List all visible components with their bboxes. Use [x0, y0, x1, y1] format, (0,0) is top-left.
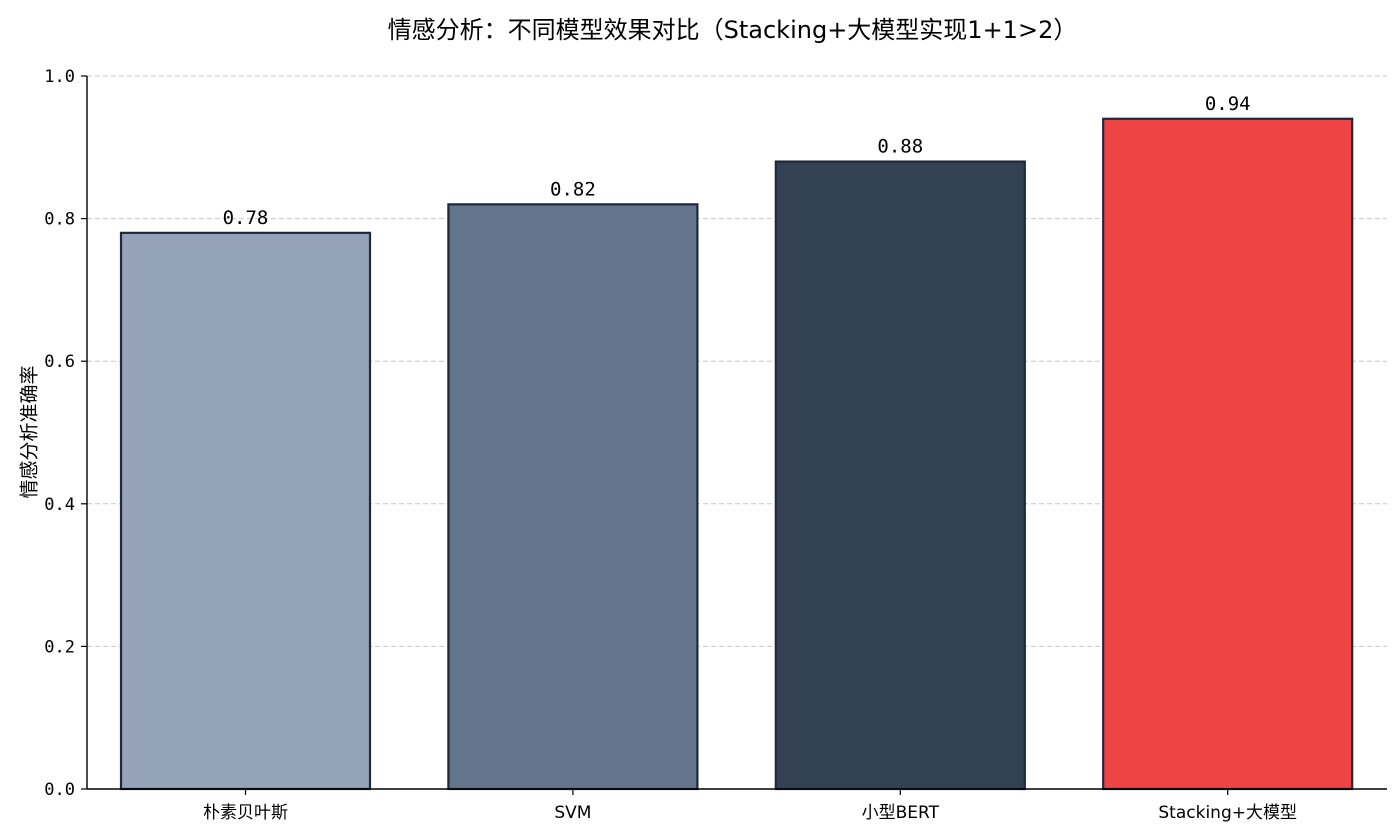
y-tick-label: 1.0	[44, 67, 75, 87]
bars: 0.78 0.82 0.88 0.94	[119, 93, 1354, 791]
chart-title: 情感分析：不同模型效果对比（Stacking+大模型实现1+1>2）	[387, 16, 1078, 44]
y-tick-label: 0.8	[44, 210, 75, 230]
x-tick-label: 小型BERT	[862, 803, 940, 823]
bar-4	[1102, 117, 1354, 791]
bar-value-label: 0.88	[877, 136, 923, 158]
y-tick-label: 0.2	[44, 637, 75, 657]
bar-value-label: 0.78	[223, 207, 269, 229]
bar-value-label: 0.94	[1205, 93, 1251, 115]
axes: 0.0 0.2 0.4 0.6 0.8 1.0 朴素贝叶斯 SVM 小型BERT Stacking…	[44, 67, 1387, 823]
bar-value-label: 0.82	[550, 178, 596, 200]
x-tick-label: SVM	[554, 803, 591, 823]
y-tick-label: 0.0	[44, 780, 75, 800]
bar-3	[774, 160, 1026, 791]
x-tick-label: 朴素贝叶斯	[203, 803, 288, 823]
bar-1	[119, 231, 372, 791]
y-tick-label: 0.6	[44, 352, 75, 372]
y-tick-label: 0.4	[44, 495, 75, 515]
bar-2	[447, 203, 699, 791]
x-tick-label: Stacking+大模型	[1158, 803, 1297, 823]
